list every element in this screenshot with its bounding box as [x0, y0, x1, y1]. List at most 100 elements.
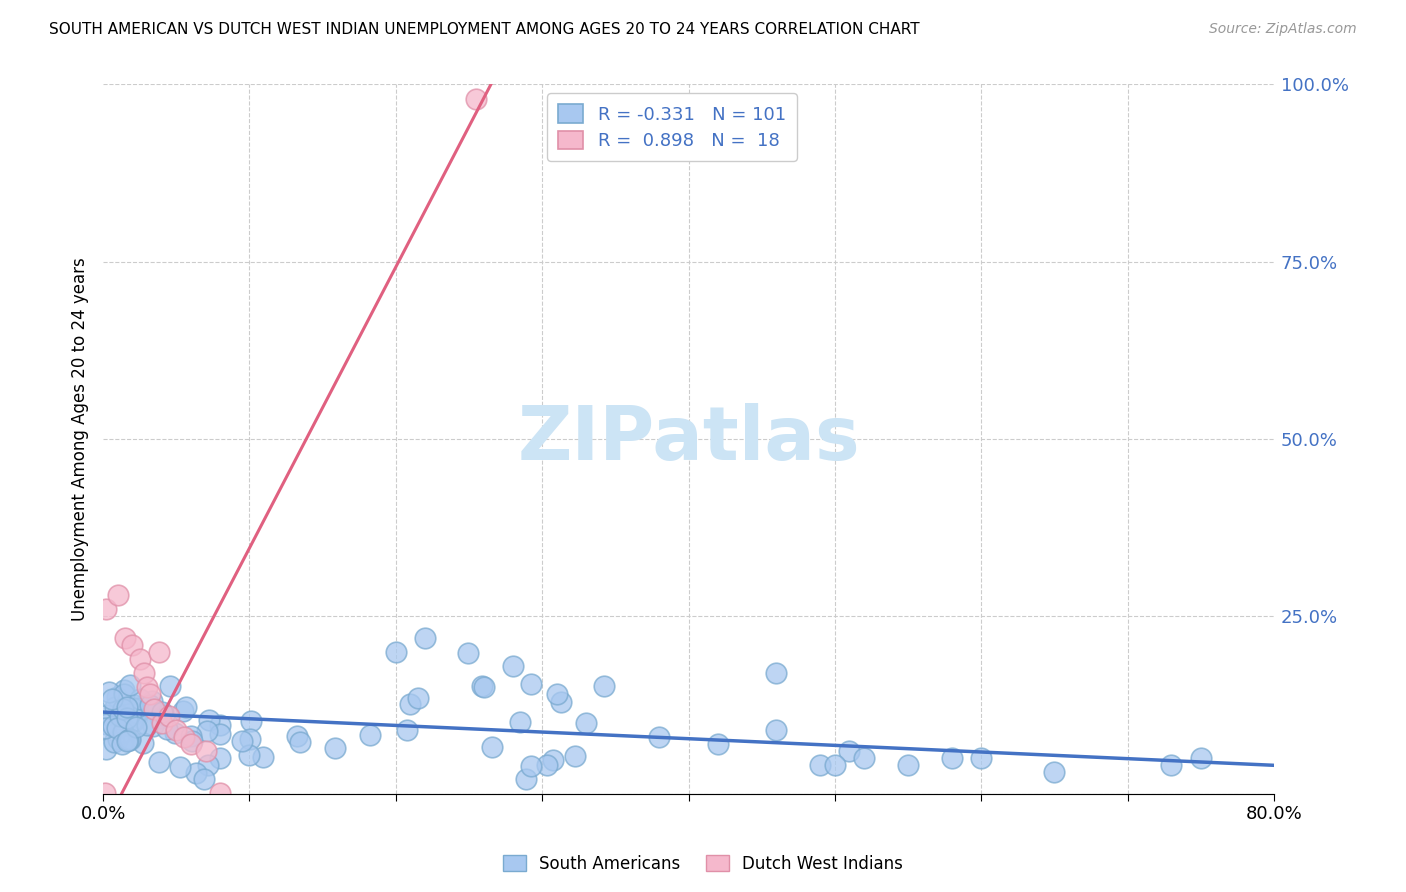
Point [120, 731, 142, 746]
Point [838, 744, 860, 758]
Text: ZIPatlas: ZIPatlas [517, 402, 860, 475]
Point [707, 737, 730, 751]
Point [139, 687, 162, 701]
Point [121, 714, 143, 729]
Point [105, 721, 128, 735]
Point [824, 758, 846, 772]
Point [546, 687, 568, 701]
Y-axis label: Unemployment Among Ages 20 to 24 years: Unemployment Among Ages 20 to 24 years [72, 257, 89, 621]
Point [93, 721, 115, 735]
Point [157, 708, 180, 723]
Point [481, 740, 503, 755]
Point [118, 732, 141, 747]
Point [172, 704, 194, 718]
Point [471, 679, 494, 693]
Point [413, 631, 436, 645]
Point [101, 691, 124, 706]
Point [141, 694, 163, 708]
Point [173, 730, 195, 744]
Point [107, 732, 129, 747]
Point [252, 750, 274, 764]
Point [472, 681, 495, 695]
Point [136, 681, 159, 695]
Point [122, 714, 145, 728]
Point [142, 719, 165, 733]
Point [148, 711, 170, 725]
Point [1043, 765, 1066, 780]
Point [808, 758, 831, 772]
Point [406, 690, 429, 705]
Point [195, 724, 218, 739]
Point [169, 759, 191, 773]
Text: Source: ZipAtlas.com: Source: ZipAtlas.com [1209, 22, 1357, 37]
Point [941, 751, 963, 765]
Point [93, 786, 115, 800]
Point [520, 758, 543, 772]
Point [238, 747, 260, 762]
Point [132, 666, 155, 681]
Point [541, 753, 564, 767]
Point [193, 772, 215, 786]
Point [1189, 751, 1212, 765]
Point [165, 723, 187, 737]
Point [104, 700, 127, 714]
Point [98, 685, 121, 699]
Point [94, 602, 117, 616]
Point [465, 92, 488, 106]
Point [103, 735, 125, 749]
Point [395, 723, 418, 737]
Point [122, 698, 145, 712]
Point [231, 733, 253, 747]
Point [648, 730, 671, 744]
Point [111, 737, 134, 751]
Legend: South Americans, Dutch West Indians: South Americans, Dutch West Indians [496, 848, 910, 880]
Point [197, 713, 219, 727]
Point [323, 740, 346, 755]
Point [509, 714, 531, 729]
Point [765, 723, 787, 737]
Point [152, 706, 174, 720]
Point [209, 786, 232, 800]
Point [129, 692, 152, 706]
Point [118, 678, 141, 692]
Point [103, 719, 125, 733]
Point [209, 750, 232, 764]
Legend: R = -0.331   N = 101, R =  0.898   N =  18: R = -0.331 N = 101, R = 0.898 N = 18 [547, 94, 797, 161]
Point [575, 715, 598, 730]
Point [112, 682, 135, 697]
Point [143, 701, 166, 715]
Point [120, 701, 142, 715]
Point [288, 735, 311, 749]
Point [399, 697, 422, 711]
Point [105, 690, 128, 705]
Point [124, 706, 146, 720]
Point [125, 709, 148, 723]
Point [209, 718, 232, 732]
Point [184, 765, 207, 780]
Point [159, 680, 181, 694]
Point [132, 736, 155, 750]
Point [359, 729, 381, 743]
Point [457, 646, 479, 660]
Point [117, 709, 139, 723]
Point [115, 733, 138, 747]
Point [96, 708, 118, 723]
Point [136, 718, 159, 732]
Point [117, 733, 139, 747]
Point [502, 659, 524, 673]
Point [128, 652, 150, 666]
Point [515, 772, 537, 786]
Point [853, 751, 876, 765]
Point [163, 725, 186, 739]
Point [197, 758, 219, 772]
Text: SOUTH AMERICAN VS DUTCH WEST INDIAN UNEMPLOYMENT AMONG AGES 20 TO 24 YEARS CORRE: SOUTH AMERICAN VS DUTCH WEST INDIAN UNEM… [49, 22, 920, 37]
Point [239, 714, 262, 729]
Point [564, 749, 586, 764]
Point [209, 727, 232, 741]
Point [114, 631, 136, 645]
Point [176, 699, 198, 714]
Point [107, 588, 129, 602]
Point [121, 638, 143, 652]
Point [1160, 758, 1182, 772]
Point [550, 695, 572, 709]
